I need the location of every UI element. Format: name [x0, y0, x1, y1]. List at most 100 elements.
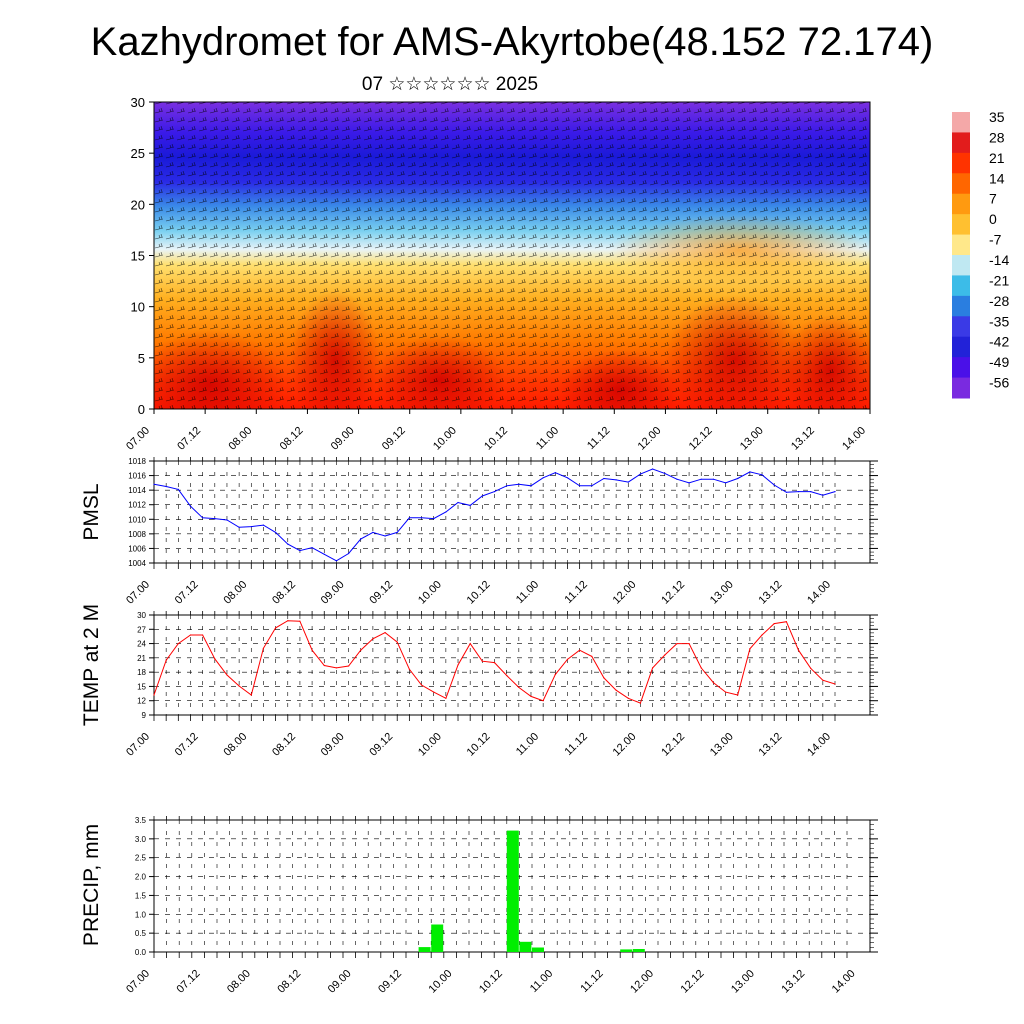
series-point [579, 485, 581, 487]
series-point [238, 685, 240, 687]
precip-ylabel: PRECIP, mm [80, 824, 103, 946]
heatmap-panel: 0 5 10 15 20 25 30 07.00 07.12 08.00 08.12 09.00 09… [124, 95, 871, 453]
series-point [725, 691, 727, 693]
panel-xtick-label: 13.00 [708, 731, 736, 759]
series-point [214, 658, 216, 660]
series-point [579, 649, 581, 651]
panel-ytick-label: 1010 [128, 515, 146, 524]
panel-xtick-label: 09.12 [376, 968, 404, 996]
series-point [433, 518, 435, 520]
panel-xtick-label: 11.12 [563, 579, 590, 606]
heatmap-xtick-label: 07.12 [175, 425, 203, 453]
series-point [810, 667, 812, 669]
panel-ytick-label: 2.5 [135, 854, 147, 863]
series-point [591, 485, 593, 487]
panel-xtick-label: 12.00 [628, 968, 656, 996]
panel-ytick-label: 15 [137, 682, 146, 691]
panel-xtick-label: 13.12 [757, 579, 785, 607]
colorbar-label: -28 [989, 293, 1009, 309]
series-point [785, 621, 788, 623]
heatmap-xtick-label: 11.12 [585, 425, 612, 452]
heatmap-xtick-label: 10.00 [431, 425, 459, 453]
series-point [348, 665, 350, 667]
series-point [250, 694, 252, 696]
heatmap-xtick-label: 08.00 [226, 425, 254, 453]
series-point [189, 505, 192, 507]
series-point [384, 632, 386, 634]
series-point [323, 553, 325, 555]
panel-xtick-label: 10.12 [465, 579, 493, 607]
temp-ylabel: TEMP at 2 M [80, 604, 103, 726]
series-point [712, 682, 715, 684]
colorbar-label: 28 [989, 129, 1005, 145]
panel-xtick-label: 14.00 [805, 731, 833, 759]
panel-ytick-label: 3.0 [135, 835, 147, 844]
series-point [797, 649, 800, 651]
panel-ytick-label: 12 [137, 697, 146, 706]
series-point [238, 526, 240, 528]
heatmap-ytick-label: 15 [131, 249, 145, 264]
series-point [214, 518, 216, 520]
series-point [493, 491, 496, 493]
colorbar: 35 28 21 14 7 0 -7 -14 -21 -28 -35 -42 -49 -56 [952, 109, 1009, 399]
series-point [810, 491, 812, 493]
series-point [615, 479, 617, 481]
series-point [323, 664, 325, 667]
pmsl-ylabel: PMSL [80, 483, 103, 540]
panel-xtick-label: 11.12 [563, 731, 590, 758]
series-point [469, 504, 471, 506]
series-point [761, 634, 763, 636]
panel-xtick-label: 10.00 [416, 579, 444, 607]
heatmap-xtick-label: 14.00 [840, 425, 868, 453]
series-point [773, 484, 775, 486]
colorbar-swatch [952, 193, 970, 215]
precip-bar [431, 924, 444, 952]
panel-ytick-label: 0.0 [135, 948, 147, 957]
panel-frame [153, 614, 871, 716]
colorbar-swatch [952, 132, 970, 154]
series-point [676, 478, 678, 480]
series-point [433, 691, 435, 693]
series-point [202, 634, 204, 636]
panel-xtick-label: 12.12 [659, 731, 687, 759]
heatmap-ytick-label: 10 [131, 300, 145, 315]
series-point [360, 649, 362, 651]
heatmap-xtick-label: 12.00 [636, 425, 664, 453]
series-point [773, 623, 775, 625]
panel-ytick-label: 24 [137, 640, 146, 649]
colorbar-swatch [952, 255, 970, 276]
colorbar-label: -21 [989, 272, 1009, 288]
series-point [457, 664, 459, 666]
chart-subtitle: 07 ☆☆☆☆☆☆ 2025 [361, 74, 539, 95]
heatmap-ytick-label: 20 [131, 197, 145, 212]
panel-xtick-label: 13.12 [779, 968, 807, 996]
series-point [311, 649, 313, 651]
series-point [275, 531, 277, 534]
colorbar-swatch [952, 214, 970, 236]
series-point [652, 468, 654, 470]
panel-xtick-label: 09.00 [319, 731, 347, 759]
colorbar-swatch [952, 275, 970, 297]
panel-ytick-label: 1016 [128, 472, 146, 481]
series-point [372, 638, 374, 640]
heatmap-xtick-label: 10.12 [482, 425, 510, 453]
heatmap-xtick-label: 08.12 [278, 425, 306, 453]
series-point [177, 643, 179, 645]
series-point [153, 483, 155, 485]
panel-ytick-label: 21 [137, 654, 146, 663]
precip-bar [632, 949, 645, 952]
panel-xtick-label: 12.00 [611, 731, 639, 759]
series-point [518, 686, 520, 689]
series-point [299, 620, 301, 622]
series-point [688, 482, 690, 484]
precip-bar [532, 947, 544, 952]
colorbar-swatch [952, 316, 970, 338]
panel-xtick-label: 10.00 [416, 731, 444, 759]
series-point [603, 677, 605, 679]
panel-ytick-label: 1012 [128, 501, 146, 510]
heatmap-xtick-label: 13.12 [789, 425, 817, 453]
series-point [700, 478, 702, 480]
precip-bar [418, 947, 431, 952]
series-point [542, 700, 544, 702]
series-point [165, 485, 167, 488]
